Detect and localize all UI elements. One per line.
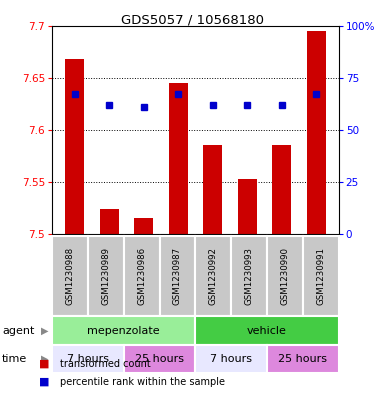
Bar bbox=[159, 236, 195, 316]
Bar bbox=[195, 236, 231, 316]
Bar bbox=[195, 345, 267, 373]
Text: GSM1230986: GSM1230986 bbox=[137, 247, 146, 305]
Bar bbox=[52, 345, 124, 373]
Text: 7 hours: 7 hours bbox=[210, 354, 252, 364]
Bar bbox=[88, 236, 124, 316]
Bar bbox=[52, 316, 195, 345]
Bar bbox=[231, 236, 267, 316]
Text: 7 hours: 7 hours bbox=[67, 354, 109, 364]
Bar bbox=[134, 218, 153, 234]
Text: GSM1230989: GSM1230989 bbox=[101, 247, 110, 305]
Text: GSM1230987: GSM1230987 bbox=[173, 247, 182, 305]
Text: ■: ■ bbox=[38, 358, 49, 369]
Text: mepenzolate: mepenzolate bbox=[87, 325, 160, 336]
Text: GSM1230988: GSM1230988 bbox=[65, 247, 74, 305]
Bar bbox=[203, 145, 222, 234]
Bar bbox=[195, 316, 339, 345]
Text: transformed count: transformed count bbox=[60, 358, 151, 369]
Text: ▶: ▶ bbox=[41, 325, 48, 336]
Bar bbox=[267, 236, 303, 316]
Bar bbox=[124, 236, 159, 316]
Bar bbox=[303, 236, 339, 316]
Text: ■: ■ bbox=[38, 377, 49, 387]
Bar bbox=[272, 145, 291, 234]
Text: GSM1230991: GSM1230991 bbox=[316, 247, 325, 305]
Bar bbox=[65, 59, 84, 234]
Text: agent: agent bbox=[2, 325, 34, 336]
Bar bbox=[238, 179, 257, 234]
Bar bbox=[307, 31, 326, 234]
Text: GSM1230992: GSM1230992 bbox=[209, 247, 218, 305]
Bar bbox=[52, 236, 88, 316]
Text: 25 hours: 25 hours bbox=[278, 354, 328, 364]
Text: ▶: ▶ bbox=[41, 354, 48, 364]
Text: percentile rank within the sample: percentile rank within the sample bbox=[60, 377, 225, 387]
Text: time: time bbox=[2, 354, 27, 364]
Text: vehicle: vehicle bbox=[247, 325, 287, 336]
Text: GDS5057 / 10568180: GDS5057 / 10568180 bbox=[121, 14, 264, 27]
Text: GSM1230990: GSM1230990 bbox=[281, 247, 290, 305]
Bar bbox=[169, 83, 187, 234]
Bar bbox=[124, 345, 195, 373]
Text: 25 hours: 25 hours bbox=[135, 354, 184, 364]
Bar bbox=[267, 345, 339, 373]
Text: GSM1230993: GSM1230993 bbox=[244, 247, 254, 305]
Bar bbox=[100, 209, 119, 234]
